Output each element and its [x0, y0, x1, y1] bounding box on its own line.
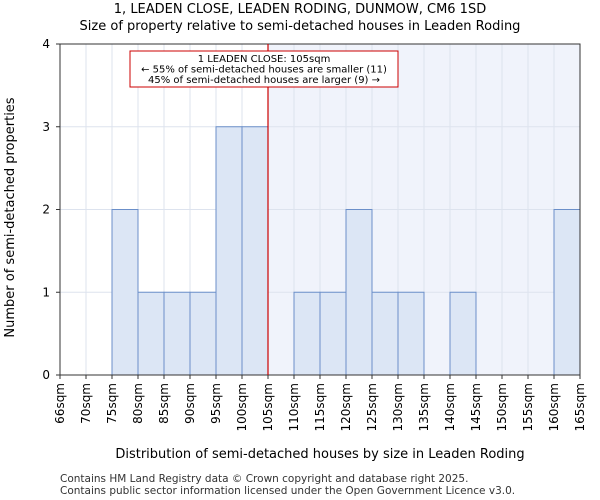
x-tick-label: 115sqm [313, 383, 327, 431]
histogram-bar [449, 291, 477, 376]
x-axis-label: Distribution of semi-detached houses by … [115, 447, 524, 462]
y-tick-label: 0 [42, 368, 50, 382]
x-tick-label: 120sqm [339, 383, 353, 431]
annotation-box [129, 50, 399, 88]
y-tick-label: 1 [42, 285, 50, 299]
footer-copyright: Contains HM Land Registry data © Crown c… [60, 473, 469, 485]
x-tick-label: 165sqm [573, 383, 587, 431]
y-tick-label: 3 [42, 120, 50, 134]
x-tick-label: 66sqm [53, 383, 67, 424]
x-tick-label: 105sqm [261, 383, 275, 431]
x-tick-label: 160sqm [547, 383, 561, 431]
histogram-bar [189, 291, 217, 376]
x-tick-label: 130sqm [391, 383, 405, 431]
x-tick-label: 85sqm [157, 383, 171, 424]
x-tick-label: 75sqm [105, 383, 119, 424]
annotation-line-2: ← 55% of semi-detached houses are smalle… [141, 65, 387, 76]
histogram-chart: 0 1 2 3 4 66sqm 70sqm 75sqm 80sqm 85sqm 90sqm 95sqm… [3, 37, 587, 462]
x-tick-label: 70sqm [79, 383, 93, 424]
x-tick-label: 125sqm [365, 383, 379, 431]
histogram-bar [215, 126, 243, 376]
x-tick-label: 150sqm [495, 383, 509, 431]
x-tick-label: 155sqm [521, 383, 535, 431]
histogram-bar [553, 209, 581, 376]
x-tick-label: 145sqm [469, 383, 483, 431]
x-tick-label: 100sqm [235, 383, 249, 431]
footer-licence: Contains public sector information licen… [60, 485, 516, 497]
histogram-bar [397, 291, 425, 376]
x-tick-label: 135sqm [417, 383, 431, 431]
x-tick-label: 80sqm [131, 383, 145, 424]
y-tick-label: 2 [42, 203, 50, 217]
annotation-line-1: 1 LEADEN CLOSE: 105sqm [198, 54, 331, 65]
x-tick-label: 110sqm [287, 383, 301, 431]
histogram-bar [111, 209, 139, 376]
chart-subtitle: Size of property relative to semi-detach… [79, 19, 521, 34]
histogram-bar [293, 291, 321, 376]
annotation-line-3: 45% of semi-detached houses are larger (… [148, 75, 380, 86]
histogram-bar [319, 291, 347, 376]
histogram-bar [137, 291, 165, 376]
histogram-bar [371, 291, 399, 376]
histogram-bar [345, 209, 373, 376]
x-tick-label: 90sqm [183, 383, 197, 424]
histogram-bar [163, 291, 191, 376]
x-tick-label: 140sqm [443, 383, 457, 431]
x-tick-label: 95sqm [209, 383, 223, 424]
y-axis-label: Number of semi-detached properties [3, 97, 18, 337]
y-tick-label: 4 [42, 37, 50, 51]
chart-title: 1, LEADEN CLOSE, LEADEN RODING, DUNMOW, … [113, 2, 487, 17]
histogram-bar [241, 126, 269, 376]
